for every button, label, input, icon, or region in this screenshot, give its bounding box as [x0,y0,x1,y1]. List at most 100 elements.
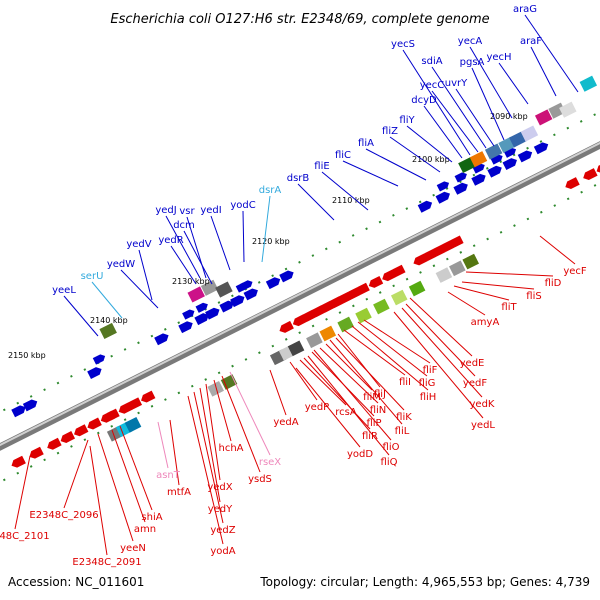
gene-label-flid[interactable]: fliD [545,278,562,289]
gene-label-dcyd[interactable]: dcyD [411,95,437,106]
gene-label-yecf[interactable]: yecF [563,266,587,277]
gene-label-yeen[interactable]: yeeN [120,543,146,554]
scale-label: 2140 kbp [90,316,128,325]
gene-label-flis[interactable]: fliS [526,291,541,302]
gene-leader-line [193,391,224,524]
feature-block [520,125,539,142]
feature-block [509,131,527,148]
gene-label-flig[interactable]: fliG [419,378,436,389]
reverse-gene-marker [87,417,102,430]
gene-label-flio[interactable]: fliO [383,442,400,453]
gene-label-asnt[interactable]: asnT [156,470,181,481]
gene-label-fliy[interactable]: fliY [399,115,415,126]
gene-label-flic[interactable]: fliC [335,150,351,161]
gene-label-shia[interactable]: shiA [141,512,162,523]
feature-block [559,101,577,118]
gene-label-dsra[interactable]: dsrA [259,185,282,196]
gene-label-yedj[interactable]: yedJ [155,205,176,216]
gene-label-yodd[interactable]: yodD [347,449,373,460]
gene-leader-line [111,429,146,523]
feature-block [187,286,205,303]
gene-label-araf[interactable]: araF [520,36,542,47]
gene-label-pgsa[interactable]: pgsA [460,57,485,68]
gene-label-flip[interactable]: fliP [366,418,381,429]
gene-label-yedf[interactable]: yedF [463,378,487,389]
gene-label-flif[interactable]: fliF [423,365,438,376]
gene-leader-line [329,339,403,425]
feature-block [458,156,476,174]
forward-gene-marker [265,277,281,290]
gene-label-yecc[interactable]: yecC [420,80,445,91]
feature-block [484,143,503,160]
scale-label: 2090 kbp [490,112,528,121]
gene-label-flit[interactable]: fliT [501,302,517,313]
gene-label-e2348c-2101[interactable]: E2348C_2101 [0,531,50,542]
gene-label-fliq[interactable]: fliQ [381,457,398,468]
gene-label-e2348c-2091[interactable]: E2348C_2091 [72,557,141,568]
gene-label-amya[interactable]: amyA [471,317,500,328]
gene-label-rcsa[interactable]: rcsA [335,407,357,418]
forward-gene-marker [230,295,245,308]
gene-label-yecs[interactable]: yecS [391,39,415,50]
gene-label-hcha[interactable]: hchA [218,443,243,454]
gene-label-dsrb[interactable]: dsrB [287,173,310,184]
gene-leader-line [63,295,99,337]
gene-label-yedk[interactable]: yedK [470,399,495,410]
gene-label-yedw[interactable]: yedW [107,259,135,270]
gene-label-flie[interactable]: fliE [314,161,329,172]
gene-label-fliz[interactable]: fliZ [382,126,398,137]
gene-label-yeda[interactable]: yedA [273,417,298,428]
gene-label-yede[interactable]: yedE [460,358,485,369]
forward-gene-marker [195,302,208,313]
feature-block [124,416,142,433]
gene-label-mtfa[interactable]: mtfA [167,487,191,498]
gene-label-flir[interactable]: fliR [362,431,378,442]
gene-label-yedi[interactable]: yedI [200,205,221,216]
gene-label-yedr[interactable]: yedR [158,235,183,246]
feature-tracks [11,75,600,468]
gene-label-e2348c-2096[interactable]: E2348C_2096 [29,510,98,521]
forward-gene-marker [178,321,193,334]
gene-leader-line [539,235,576,265]
feature-block [548,102,566,119]
gene-label-yeel[interactable]: yeeL [52,285,76,296]
reverse-gene-marker [105,408,120,421]
track-lines [0,111,600,484]
gene-label-amn[interactable]: amn [134,524,156,535]
gene-leader-line [289,361,318,401]
gene-label-ysds[interactable]: ysdS [248,474,272,485]
gene-label-flil[interactable]: fliL [395,426,410,437]
gene-label-sdia[interactable]: sdiA [421,56,442,67]
gene-label-flia[interactable]: fliA [358,138,374,149]
gene-leader-line [337,333,381,388]
gene-label-flii[interactable]: fliI [399,377,411,388]
gene-label-yeca[interactable]: yecA [458,36,483,47]
gene-label-rsex[interactable]: rseX [259,457,281,468]
gene-label-flik[interactable]: fliK [396,412,412,423]
gene-label-flih[interactable]: fliH [420,392,437,403]
gene-label-seru[interactable]: serU [81,271,104,282]
gene-label-yedp[interactable]: yedP [305,402,329,413]
gene-label-dcm[interactable]: dcm [173,220,195,231]
gene-label-vsr[interactable]: vsr [179,206,195,217]
forward-gene-marker [454,172,467,183]
gene-leader-line [187,395,224,545]
gene-leader-line [186,216,207,279]
gene-label-yoda[interactable]: yodA [210,546,235,557]
gene-label-uvry[interactable]: uvrY [445,78,468,89]
gene-leader-line [431,90,479,153]
reverse-gene-marker [60,431,76,443]
gene-label-yedl[interactable]: yedL [471,420,495,431]
forward-gene-marker [435,191,450,204]
gene-label-yodc[interactable]: yodC [230,200,255,211]
gene-label-flij[interactable]: fliJ [374,389,386,400]
gene-label-yedz[interactable]: yedZ [210,525,235,536]
gene-leader-line [119,425,153,511]
gene-label-yech[interactable]: yecH [486,52,511,63]
gene-label-flin[interactable]: fliN [370,405,387,416]
gene-leader-line [97,433,134,542]
gene-label-yedx[interactable]: yedX [207,482,232,493]
gene-leader-line [205,383,221,481]
gene-label-yedv[interactable]: yedV [126,239,151,250]
gene-label-arag[interactable]: araG [513,4,537,15]
